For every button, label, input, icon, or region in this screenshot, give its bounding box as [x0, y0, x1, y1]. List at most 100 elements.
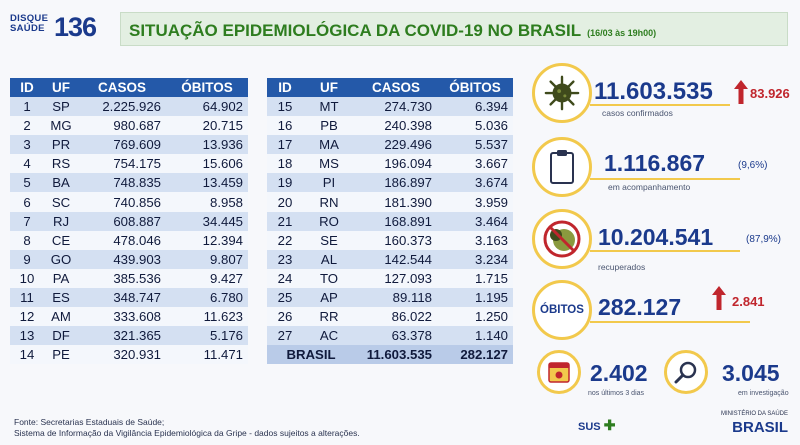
row-cases: 186.897 [355, 173, 437, 193]
row-uf: RJ [44, 211, 78, 231]
row-deaths: 6.394 [437, 97, 513, 117]
table-row: 15 MT 274.730 6.394 [267, 97, 513, 117]
brasil-logo: MINISTÉRIO DA SAÚDE BRASIL [708, 411, 788, 439]
row-deaths: 3.163 [437, 230, 513, 250]
row-id: 12 [10, 307, 44, 327]
total-row: BRASIL 11.603.535 282.127 [267, 345, 513, 365]
title-date: (16/03 às 19h00) [587, 28, 657, 38]
table-row: 8 CE 478.046 12.394 [10, 230, 248, 250]
row-cases: 160.373 [355, 230, 437, 250]
row-deaths: 9.807 [166, 249, 248, 269]
row-uf: SC [44, 192, 78, 212]
row-uf: TO [303, 268, 355, 288]
row-uf: RO [303, 211, 355, 231]
row-cases: 63.378 [355, 326, 437, 346]
row-uf: MT [303, 97, 355, 117]
row-id: 7 [10, 211, 44, 231]
row-deaths: 3.959 [437, 192, 513, 212]
row-id: 18 [267, 154, 303, 174]
row-deaths: 5.537 [437, 135, 513, 155]
row-cases: 333.608 [78, 307, 166, 327]
table-row: 3 PR 769.609 13.936 [10, 135, 248, 155]
row-cases: 980.687 [78, 116, 166, 136]
row-deaths: 11.471 [166, 345, 248, 365]
investigation-value: 3.045 [722, 360, 780, 386]
table-row: 19 PI 186.897 3.674 [267, 173, 513, 193]
row-cases: 240.398 [355, 116, 437, 136]
monitoring-underline [590, 178, 740, 180]
row-id: 14 [10, 345, 44, 365]
row-id: 5 [10, 173, 44, 193]
title-bar: SITUAÇÃO EPIDEMIOLÓGICA DA COVID-19 NO B… [120, 12, 788, 46]
table-header-row: ID UF CASOS ÓBITOS [10, 78, 248, 97]
table-row: 17 MA 229.496 5.537 [267, 135, 513, 155]
row-cases: 127.093 [355, 268, 437, 288]
row-id: 24 [267, 268, 303, 288]
confirmed-underline [590, 104, 730, 106]
row-cases: 478.046 [78, 230, 166, 250]
row-uf: MS [303, 154, 355, 174]
row-deaths: 15.606 [166, 154, 248, 174]
row-deaths: 11.623 [166, 307, 248, 327]
row-cases: 274.730 [355, 97, 437, 117]
brand-label-line1: DISQUE [10, 13, 49, 24]
monitoring-label: em acompanhamento [608, 182, 691, 192]
row-cases: 385.536 [78, 268, 166, 288]
row-deaths: 64.902 [166, 97, 248, 117]
title-text: SITUAÇÃO EPIDEMIOLÓGICA DA COVID-19 NO B… [129, 21, 582, 40]
col-id: ID [10, 78, 44, 97]
table-row: 18 MS 196.094 3.667 [267, 154, 513, 174]
sus-logo: SUS ✚ [578, 417, 615, 434]
last3days-label: nos últimos 3 dias [588, 390, 645, 397]
row-uf: SE [303, 230, 355, 250]
row-deaths: 3.234 [437, 249, 513, 269]
row-deaths: 3.674 [437, 173, 513, 193]
arrow-up-icon [734, 80, 748, 104]
row-cases: 229.496 [355, 135, 437, 155]
monitoring-pct: (9,6%) [738, 160, 768, 171]
row-id: 26 [267, 307, 303, 327]
table-row: 14 PE 320.931 11.471 [10, 345, 248, 365]
row-uf: PE [44, 345, 78, 365]
col-uf: UF [44, 78, 78, 97]
row-deaths: 13.936 [166, 135, 248, 155]
row-id: 10 [10, 268, 44, 288]
row-uf: RS [44, 154, 78, 174]
table-row: 26 RR 86.022 1.250 [267, 307, 513, 327]
row-deaths: 9.427 [166, 268, 248, 288]
row-id: 4 [10, 154, 44, 174]
row-uf: SP [44, 97, 78, 117]
country-text: BRASIL [732, 419, 788, 436]
table-row: 6 SC 740.856 8.958 [10, 192, 248, 212]
row-cases: 740.856 [78, 192, 166, 212]
brand-label-line2: SAÚDE [10, 23, 45, 34]
row-id: 25 [267, 287, 303, 308]
row-uf: RR [303, 307, 355, 327]
arrow-up-icon [712, 286, 726, 310]
row-id: 23 [267, 249, 303, 269]
row-uf: BA [44, 173, 78, 193]
table-row: 16 PB 240.398 5.036 [267, 116, 513, 136]
row-uf: PR [44, 135, 78, 155]
row-cases: 608.887 [78, 211, 166, 231]
row-deaths: 6.780 [166, 287, 248, 308]
row-uf: AM [44, 307, 78, 327]
disque-saude-logo: DISQUE SAÚDE 136 [10, 12, 108, 46]
table-row: 9 GO 439.903 9.807 [10, 249, 248, 269]
row-id: 11 [10, 287, 44, 308]
table-row: 20 RN 181.390 3.959 [267, 192, 513, 212]
row-uf: AP [303, 287, 355, 308]
col-uf: UF [303, 78, 355, 97]
row-deaths: 5.036 [437, 116, 513, 136]
row-id: 2 [10, 116, 44, 136]
footer-line1: Fonte: Secretarias Estaduais de Saúde; [14, 417, 165, 427]
page-title: SITUAÇÃO EPIDEMIOLÓGICA DA COVID-19 NO B… [129, 21, 656, 41]
recovered-icon-circle [532, 209, 592, 269]
deaths-badge-circle: ÓBITOS [532, 280, 592, 340]
row-cases: 89.118 [355, 287, 437, 308]
row-deaths: 34.445 [166, 211, 248, 231]
logos: SUS ✚ MINISTÉRIO DA SAÚDE BRASIL [578, 411, 788, 439]
row-id: 1 [10, 97, 44, 117]
table-row: 4 RS 754.175 15.606 [10, 154, 248, 174]
virus-icon [544, 75, 580, 111]
